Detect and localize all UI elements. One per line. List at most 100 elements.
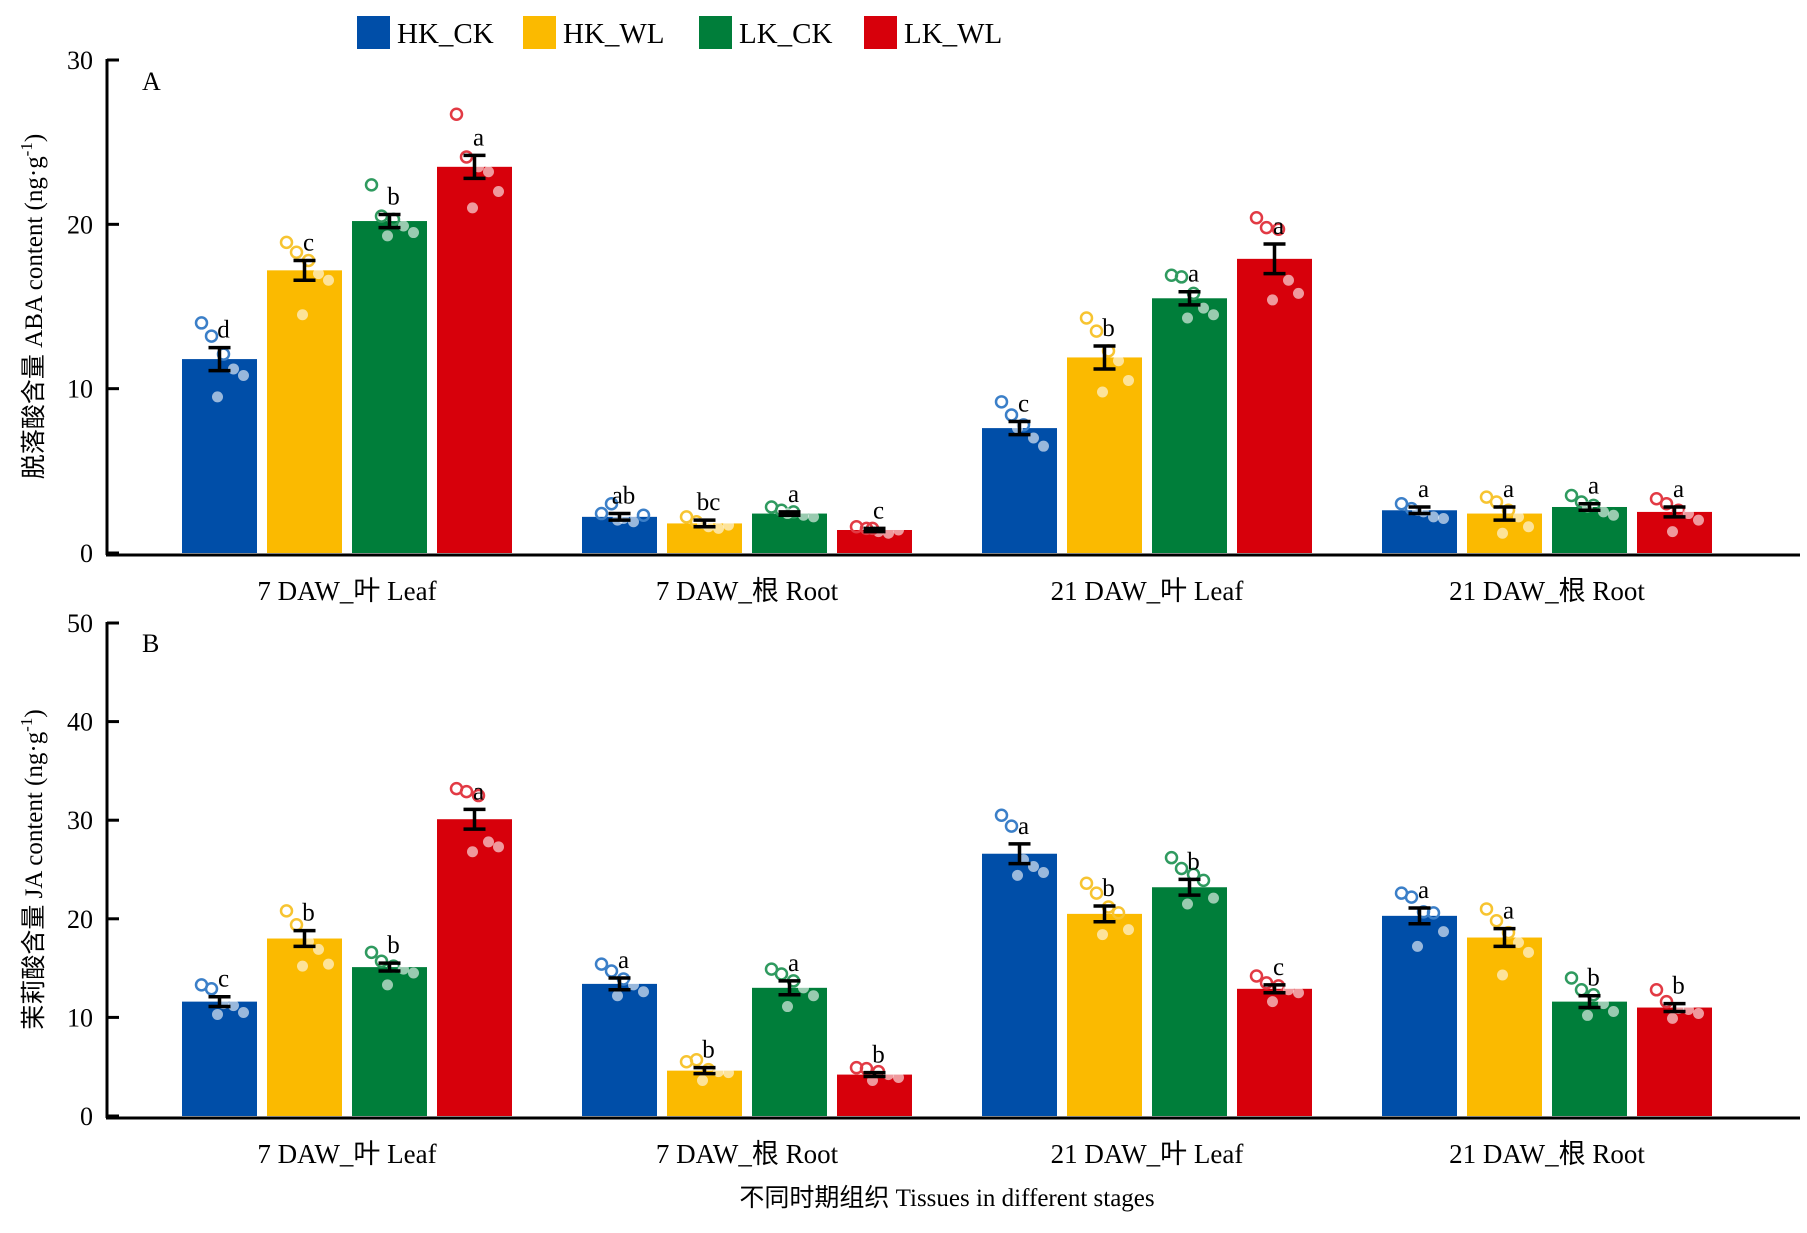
significance-letter: a	[473, 124, 484, 151]
data-point	[1113, 355, 1124, 367]
data-point	[279, 235, 294, 250]
x-axis-title: 不同时期组织 Tissues in different stages	[739, 1184, 1154, 1212]
data-point	[594, 957, 609, 971]
significance-letter: a	[1503, 898, 1514, 925]
y-tick-label: 50	[67, 609, 93, 638]
significance-letter: b	[1102, 875, 1115, 902]
data-point	[1123, 374, 1134, 386]
data-point	[723, 519, 734, 531]
data-point	[1497, 969, 1508, 981]
data-point	[364, 945, 379, 960]
data-point	[1412, 940, 1423, 952]
data-point	[398, 220, 409, 232]
data-point	[313, 943, 324, 955]
data-point	[279, 904, 294, 918]
data-point	[713, 522, 724, 534]
data-point	[713, 1066, 724, 1078]
y-tick-label: 20	[67, 210, 93, 239]
data-point	[689, 1053, 704, 1067]
data-point	[1659, 994, 1674, 1009]
data-point	[1283, 984, 1294, 996]
data-point	[228, 1000, 239, 1012]
data-point	[467, 202, 478, 214]
data-point	[323, 958, 334, 970]
data-point	[1038, 866, 1049, 878]
x-category-label: 7 DAW_根 Root	[656, 1139, 839, 1169]
data-point	[228, 363, 239, 375]
data-point	[289, 917, 304, 932]
data-point	[204, 982, 219, 996]
bar-lk-wl	[437, 819, 512, 1116]
significance-letter: c	[218, 966, 229, 993]
data-point	[798, 982, 809, 994]
significance-letter: b	[387, 932, 400, 959]
significance-letter: d	[217, 317, 230, 344]
data-point	[204, 329, 219, 343]
significance-letter: b	[302, 900, 315, 927]
data-point	[636, 508, 651, 522]
data-point	[808, 511, 819, 523]
data-point	[1038, 440, 1049, 452]
data-point	[994, 808, 1009, 823]
data-point	[1667, 526, 1678, 538]
significance-letter: a	[1503, 476, 1514, 503]
x-category-label: 21 DAW_叶 Leaf	[1051, 576, 1244, 606]
data-point	[1428, 511, 1439, 523]
legend-swatch-hk-wl	[523, 16, 556, 49]
bar-lk-ck	[1152, 298, 1227, 553]
significance-letter: b	[387, 183, 400, 210]
data-point	[893, 524, 904, 536]
data-point	[1489, 914, 1504, 928]
data-point	[1693, 1007, 1704, 1019]
significance-letter: b	[1187, 848, 1200, 875]
data-point	[1004, 408, 1019, 422]
data-point	[604, 964, 619, 978]
data-point	[1198, 302, 1209, 314]
y-tick-label: 0	[80, 1102, 93, 1131]
y-tick-label: 30	[67, 46, 93, 75]
y-axis-title: 茉莉酸含量 JA content (ng·g-1)	[17, 709, 48, 1029]
data-point	[1293, 987, 1304, 999]
panel-letter: A	[142, 67, 161, 96]
legend-swatch-hk-ck	[357, 16, 390, 49]
y-tick-label: 40	[67, 708, 93, 737]
data-point	[1174, 861, 1189, 876]
data-point	[1267, 294, 1278, 306]
data-point	[594, 506, 609, 521]
significance-letter: b	[1672, 973, 1685, 1000]
data-point	[1111, 906, 1126, 920]
data-point	[364, 178, 379, 192]
data-point	[449, 107, 464, 121]
legend-swatch-lk-ck	[699, 16, 732, 49]
data-point	[1598, 506, 1609, 518]
significance-letter: a	[788, 481, 799, 508]
bar-hk-wl	[1467, 937, 1542, 1116]
data-point	[994, 395, 1009, 409]
bar-lk-ck	[352, 967, 427, 1116]
data-point	[798, 509, 809, 521]
data-point	[1079, 876, 1094, 891]
data-point	[1089, 886, 1104, 900]
data-point	[289, 245, 304, 260]
data-point	[238, 370, 249, 382]
bar-lk-wl	[437, 166, 512, 554]
data-point	[382, 230, 393, 242]
data-point	[1683, 508, 1694, 520]
data-point	[483, 836, 494, 848]
significance-letter: c	[1018, 391, 1029, 418]
bar-hk-ck	[182, 1001, 257, 1116]
significance-letter: b	[872, 1042, 885, 1069]
data-point	[1608, 1005, 1619, 1017]
data-point	[1182, 312, 1193, 324]
data-point	[1404, 890, 1419, 904]
x-category-label: 7 DAW_叶 Leaf	[257, 1139, 436, 1169]
data-point	[194, 316, 209, 330]
data-point	[297, 960, 308, 972]
bar-hk-wl	[1067, 913, 1142, 1116]
significance-letter: b	[1102, 315, 1115, 342]
significance-letter: a	[618, 947, 629, 974]
data-point	[1028, 432, 1039, 444]
data-point	[808, 990, 819, 1002]
legend-label-lk-wl: LK_WL	[904, 18, 1002, 50]
